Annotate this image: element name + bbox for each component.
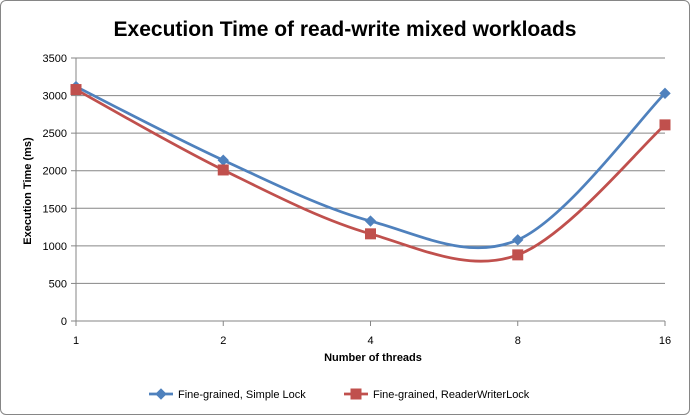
x-tick-label: 4 (367, 335, 373, 347)
x-tick-label: 8 (515, 335, 521, 347)
data-point (365, 228, 376, 240)
data-point (217, 164, 229, 176)
y-tick-label: 2000 (43, 166, 67, 178)
data-point (659, 119, 671, 131)
y-tick-label: 1000 (43, 241, 67, 253)
legend-swatch-marker (155, 388, 167, 400)
x-tick-label: 2 (220, 335, 226, 347)
data-point (364, 215, 377, 227)
x-tick-label: 1 (73, 335, 79, 347)
x-axis-title: Number of threads (324, 352, 422, 364)
chart-title: Execution Time of read-write mixed workl… (114, 18, 577, 41)
x-tick-label: 16 (659, 335, 671, 347)
y-tick-label: 500 (49, 278, 67, 290)
y-tick-label: 3000 (43, 91, 67, 103)
y-axis-title: Execution Time (ms) (22, 137, 34, 245)
data-point (512, 234, 524, 246)
y-tick-label: 1500 (43, 203, 67, 215)
series (70, 80, 671, 263)
legend: Fine-grained, Simple Lock Fine-grained, R… (149, 388, 530, 401)
grid (76, 57, 665, 284)
legend-label: Fine-grained, ReaderWriterLock (373, 389, 530, 401)
y-tick-label: 0 (61, 316, 67, 328)
x-axis-ticks: 1 2 4 8 16 (73, 321, 671, 347)
data-point (659, 87, 671, 100)
series-2 (70, 84, 671, 263)
data-point (70, 84, 82, 96)
legend-swatch-marker (350, 388, 362, 400)
y-tick-label: 3500 (43, 53, 67, 65)
y-axis-ticks: 0 500 1000 1500 2000 2500 3000 3500 (43, 53, 76, 328)
series-1 (70, 80, 671, 250)
data-point (217, 154, 229, 166)
y-tick-label: 2500 (43, 128, 67, 140)
data-point (512, 249, 524, 261)
legend-label: Fine-grained, Simple Lock (178, 389, 306, 401)
